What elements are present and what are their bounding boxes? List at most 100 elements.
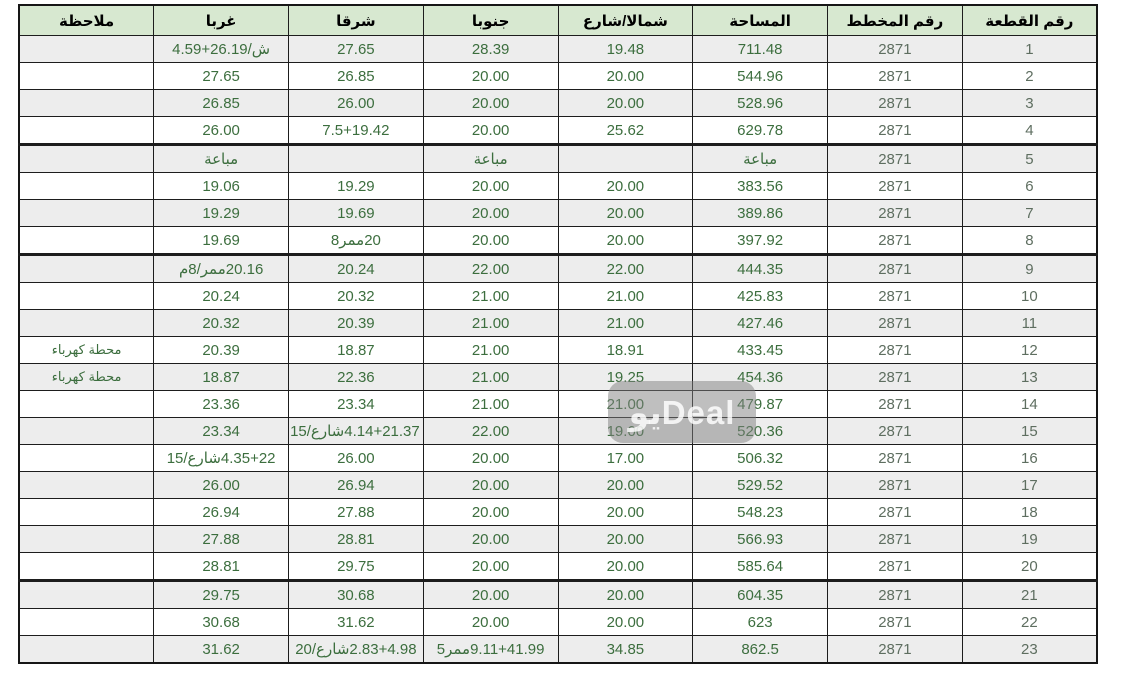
cell-north: 20.00 (557, 552, 694, 582)
table-row: 22 2871 623 20.00 20.00 31.62 30.68 (18, 608, 1098, 636)
table-row: 17 2871 529.52 20.00 20.00 26.94 26.00 (18, 471, 1098, 499)
cell-area: 383.56 (692, 172, 828, 200)
cell-west: 29.75 (153, 580, 289, 609)
cell-east: 22.36 (288, 363, 424, 391)
cell-south: 21.00 (422, 363, 559, 391)
cell-west: 19.69 (153, 226, 289, 256)
cell-east: 7.5+19.42 (288, 116, 424, 146)
cell-north: 19.25 (557, 363, 694, 391)
cell-area: 389.86 (692, 199, 828, 227)
cell-south: 20.00 (422, 552, 559, 582)
cell-north: 20.00 (557, 498, 694, 526)
cell-area: 862.5 (692, 635, 828, 664)
cell-south: 9.11+41.99ممر5 (422, 635, 559, 664)
cell-note (18, 471, 155, 499)
cell-plot: 6 (961, 172, 1098, 200)
cell-north: 21.00 (557, 390, 694, 418)
cell-area: 454.36 (692, 363, 828, 391)
cell-west: 18.87 (153, 363, 289, 391)
cell-area: 444.35 (692, 254, 828, 283)
cell-plan: 2871 (827, 89, 963, 117)
cell-south: 20.00 (422, 199, 559, 227)
cell-south: 21.00 (422, 390, 559, 418)
table-row: 7 2871 389.86 20.00 20.00 19.69 19.29 (18, 199, 1098, 227)
col-header-north: شمالا/شارع (557, 4, 694, 36)
cell-south: 20.00 (422, 172, 559, 200)
cell-east: 2.83+4.98شارع/20 (288, 635, 424, 664)
cell-plan: 2871 (827, 525, 963, 553)
cell-plot: 9 (961, 254, 1098, 283)
cell-north: 20.00 (557, 199, 694, 227)
cell-east: 26.00 (288, 89, 424, 117)
cell-plot: 2 (961, 62, 1098, 90)
cell-plan: 2871 (827, 336, 963, 364)
cell-east: 19.29 (288, 172, 424, 200)
cell-note (18, 89, 155, 117)
cell-north: 25.62 (557, 116, 694, 146)
cell-area: مباعة (692, 144, 828, 173)
cell-west: 19.06 (153, 172, 289, 200)
cell-south: 21.00 (422, 282, 559, 310)
table-row: 18 2871 548.23 20.00 20.00 27.88 26.94 (18, 498, 1098, 526)
cell-north: 21.00 (557, 309, 694, 337)
cell-north: 20.00 (557, 608, 694, 636)
cell-plot: 20 (961, 552, 1098, 582)
cell-note (18, 390, 155, 418)
cell-east: 29.75 (288, 552, 424, 582)
cell-east: 27.88 (288, 498, 424, 526)
cell-west: 20.39 (153, 336, 289, 364)
cell-plan: 2871 (827, 62, 963, 90)
cell-east: 30.68 (288, 580, 424, 609)
cell-area: 711.48 (692, 35, 828, 63)
table-row: 8 2871 397.92 20.00 20.00 20ممر8 19.69 (18, 226, 1098, 256)
cell-plot: 21 (961, 580, 1098, 609)
cell-note (18, 199, 155, 227)
cell-north: 18.91 (557, 336, 694, 364)
table-row: 20 2871 585.64 20.00 20.00 29.75 28.81 (18, 552, 1098, 582)
cell-west: 26.00 (153, 116, 289, 146)
cell-south: 20.00 (422, 471, 559, 499)
cell-north: 17.00 (557, 444, 694, 472)
cell-east: 20ممر8 (288, 226, 424, 256)
cell-south: 21.00 (422, 336, 559, 364)
cell-south: 28.39 (422, 35, 559, 63)
cell-west: 27.65 (153, 62, 289, 90)
cell-plan: 2871 (827, 363, 963, 391)
table-row: 11 2871 427.46 21.00 21.00 20.39 20.32 (18, 309, 1098, 337)
cell-plan: 2871 (827, 552, 963, 582)
cell-west: 28.81 (153, 552, 289, 582)
cell-note: محطة كهرباء (18, 363, 155, 391)
cell-plot: 19 (961, 525, 1098, 553)
cell-note: محطة كهرباء (18, 336, 155, 364)
cell-area: 506.32 (692, 444, 828, 472)
cell-west: 4.35+22شارع/15 (153, 444, 289, 472)
cell-plot: 1 (961, 35, 1098, 63)
cell-north: 20.00 (557, 62, 694, 90)
plots-table-sheet: رقم القطعة رقم المخطط المساحة شمالا/شارع جنو… (18, 4, 1098, 664)
cell-note (18, 144, 155, 173)
cell-north: 20.00 (557, 89, 694, 117)
cell-west: 26.00 (153, 471, 289, 499)
table-row: 10 2871 425.83 21.00 21.00 20.32 20.24 (18, 282, 1098, 310)
cell-north: 20.00 (557, 580, 694, 609)
cell-plan: 2871 (827, 608, 963, 636)
cell-note (18, 172, 155, 200)
cell-plan: 2871 (827, 417, 963, 445)
cell-plan: 2871 (827, 172, 963, 200)
cell-plan: 2871 (827, 282, 963, 310)
cell-plan: 2871 (827, 498, 963, 526)
cell-south: 20.00 (422, 525, 559, 553)
cell-plot: 7 (961, 199, 1098, 227)
col-header-south: جنوبا (422, 4, 559, 36)
cell-west: 20.24 (153, 282, 289, 310)
cell-area: 425.83 (692, 282, 828, 310)
cell-note (18, 635, 155, 664)
cell-plot: 22 (961, 608, 1098, 636)
cell-area: 548.23 (692, 498, 828, 526)
table-row: 1 2871 711.48 19.48 28.39 27.65 ش/26.19+4.59 (18, 35, 1098, 63)
cell-south: 20.00 (422, 116, 559, 146)
cell-plan: 2871 (827, 390, 963, 418)
plots-table-body: 1 2871 711.48 19.48 28.39 27.65 ش/26.19+4.59 2 2… (18, 35, 1098, 664)
cell-north: 20.00 (557, 172, 694, 200)
cell-area: 427.46 (692, 309, 828, 337)
